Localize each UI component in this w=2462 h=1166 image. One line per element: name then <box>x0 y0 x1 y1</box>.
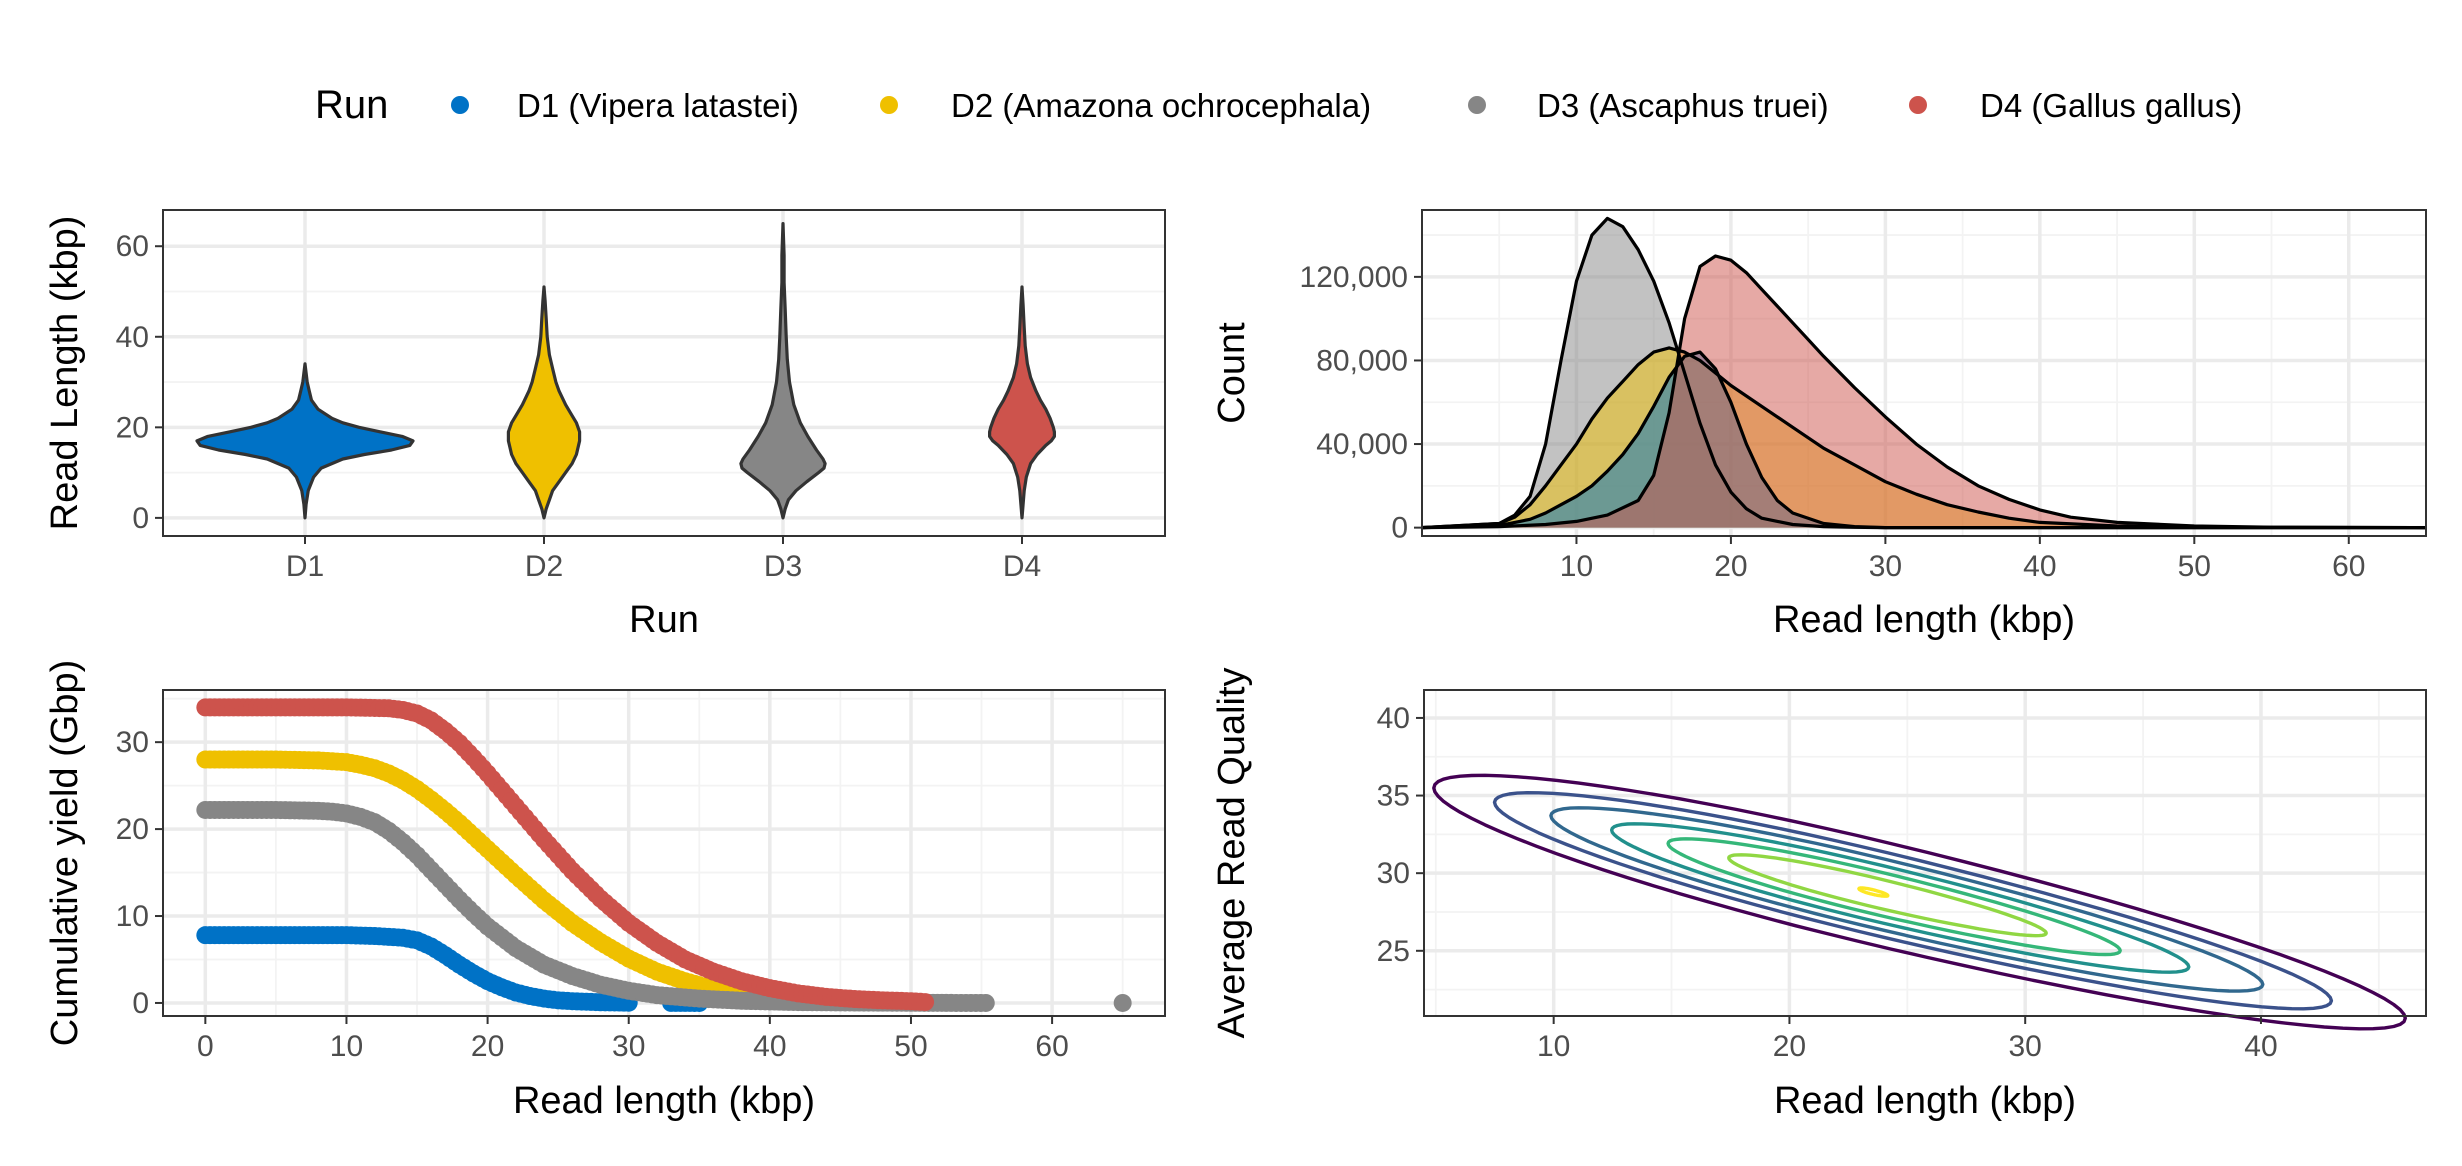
x-tick-label: 50 <box>2178 550 2211 583</box>
density-axes: 10 20 30 40 50 60 0 40,000 80,000 120,000 <box>1300 261 2366 583</box>
contour-level-5 <box>1666 837 2122 957</box>
density-x-axis-title: Read length (kbp) <box>1773 599 2075 641</box>
contour-level-2 <box>1492 791 2334 1011</box>
violin-d1 <box>195 362 415 520</box>
y-tick-label: 0 <box>132 502 149 535</box>
contour-level-6 <box>1727 853 2048 938</box>
cumulative-y-axis-title: Cumulative yield (Gbp) <box>44 660 86 1046</box>
legend-key-d2 <box>880 96 898 114</box>
y-tick-label: 0 <box>1391 512 1408 545</box>
x-tick-label: 30 <box>2009 1030 2042 1063</box>
y-tick-label: 60 <box>116 230 149 263</box>
violin-d3 <box>739 222 827 520</box>
contour-level-4 <box>1610 822 2191 974</box>
cumulative-gridlines <box>163 690 1165 1016</box>
x-tick-label: 10 <box>330 1030 363 1063</box>
x-tick-label: D4 <box>1003 550 1041 583</box>
legend-key-d3 <box>1468 96 1486 114</box>
violin-marks <box>195 222 1056 520</box>
x-tick-label: D2 <box>525 550 563 583</box>
y-tick-label: 10 <box>116 900 149 933</box>
yield-series-4 <box>196 698 935 1012</box>
x-tick-label: D1 <box>286 550 324 583</box>
legend: Run D1 (Vipera latastei) D2 (Amazona och… <box>315 83 2242 127</box>
legend-label-d1: D1 (Vipera latastei) <box>517 87 799 124</box>
x-tick-label: 30 <box>1869 550 1902 583</box>
cumulative-axes: 0 10 20 30 40 50 60 0 10 20 30 <box>116 726 1069 1063</box>
density-marks <box>1421 216 2427 530</box>
contour-level-1 <box>1432 773 2407 1031</box>
yield-point <box>976 993 995 1012</box>
x-tick-label: 0 <box>197 1030 214 1063</box>
density-outline-4 <box>1421 254 2427 530</box>
legend-item: D4 (Gallus gallus) <box>1909 87 2242 124</box>
violin-panel: D1 D2 D3 D4 0 20 40 60 Run Read Length (kbp) <box>44 209 1166 641</box>
y-tick-label: 80,000 <box>1316 344 1408 377</box>
y-tick-label: 40 <box>116 321 149 354</box>
legend-item: D3 (Ascaphus truei) <box>1468 87 1829 124</box>
x-tick-label: 60 <box>2332 550 2365 583</box>
yield-point <box>916 993 935 1012</box>
violin-axes: D1 D2 D3 D4 0 20 40 60 <box>116 230 1042 583</box>
density-y-axis-title: Count <box>1211 322 1253 424</box>
legend-label-d2: D2 (Amazona ochrocephala) <box>951 87 1371 124</box>
density-area-4 <box>1422 256 2426 528</box>
violin-x-axis-title: Run <box>629 599 699 641</box>
y-tick-label: 0 <box>132 987 149 1020</box>
y-tick-label: 30 <box>116 726 149 759</box>
legend-item: D2 (Amazona ochrocephala) <box>880 87 1371 124</box>
y-tick-label: 30 <box>1377 857 1410 890</box>
cumulative-panel: 0 10 20 30 40 50 60 0 10 20 30 Read length (kbp) C… <box>44 660 1166 1122</box>
yield-series-2 <box>196 750 864 1012</box>
x-tick-label: 40 <box>2244 1030 2277 1063</box>
contour-level-7 <box>1857 886 1890 898</box>
x-tick-label: 40 <box>2023 550 2056 583</box>
y-tick-label: 120,000 <box>1300 261 1408 294</box>
y-tick-label: 20 <box>116 813 149 846</box>
y-tick-label: 20 <box>116 411 149 444</box>
legend-key-d1 <box>451 96 469 114</box>
x-tick-label: 10 <box>1560 550 1593 583</box>
legend-item: D1 (Vipera latastei) <box>451 87 799 124</box>
x-tick-label: 50 <box>894 1030 927 1063</box>
yield-series-1 <box>196 926 709 1012</box>
x-tick-label: 40 <box>753 1030 786 1063</box>
x-tick-label: D3 <box>764 550 802 583</box>
contour-panel: 10 20 30 40 25 30 35 40 Read length (kbp) Avera… <box>1211 667 2427 1122</box>
x-tick-label: 20 <box>1773 1030 1806 1063</box>
x-tick-label: 10 <box>1537 1030 1570 1063</box>
legend-title: Run <box>315 83 388 127</box>
violin-d2 <box>506 285 582 520</box>
y-tick-label: 40,000 <box>1316 428 1408 461</box>
legend-label-d4: D4 (Gallus gallus) <box>1980 87 2242 124</box>
legend-key-d4 <box>1909 96 1927 114</box>
contour-x-axis-title: Read length (kbp) <box>1774 1080 2076 1122</box>
contour-marks <box>1432 773 2407 1031</box>
y-tick-label: 35 <box>1377 780 1410 813</box>
cumulative-marks <box>196 698 1132 1012</box>
yield-point <box>1113 993 1132 1012</box>
x-tick-label: 60 <box>1035 1030 1068 1063</box>
contour-level-3 <box>1549 806 2265 993</box>
density-panel: 10 20 30 40 50 60 0 40,000 80,000 120,000 Read le… <box>1211 209 2427 641</box>
yield-series-3 <box>196 800 1132 1012</box>
legend-label-d3: D3 (Ascaphus truei) <box>1537 87 1829 124</box>
y-tick-label: 40 <box>1377 702 1410 735</box>
contour-axes: 10 20 30 40 25 30 35 40 <box>1377 702 2278 1063</box>
x-tick-label: 30 <box>612 1030 645 1063</box>
y-tick-label: 25 <box>1377 935 1410 968</box>
cumulative-x-axis-title: Read length (kbp) <box>513 1080 815 1122</box>
density-outline-2 <box>1421 346 2427 530</box>
violin-y-axis-title: Read Length (kbp) <box>44 216 86 531</box>
x-tick-label: 20 <box>471 1030 504 1063</box>
violin-d4 <box>988 285 1056 520</box>
contour-y-axis-title: Average Read Quality <box>1211 667 1253 1038</box>
x-tick-label: 20 <box>1714 550 1747 583</box>
